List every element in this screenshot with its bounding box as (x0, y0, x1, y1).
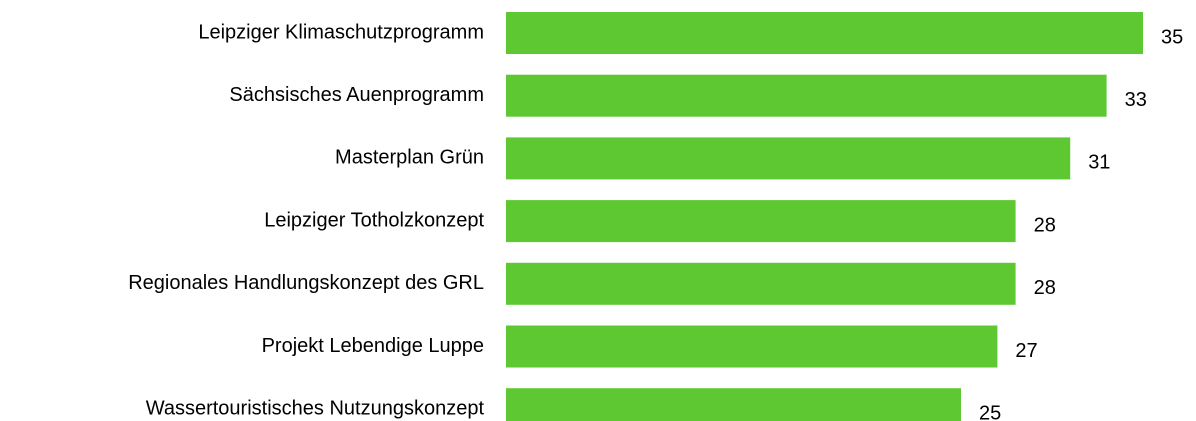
category-label: Leipziger Klimaschutzprogramm (198, 21, 484, 43)
value-label: 27 (1015, 340, 1037, 362)
category-label: Masterplan Grün (335, 147, 484, 169)
category-label: Leipziger Totholzkonzept (264, 209, 484, 231)
bar (506, 262, 1016, 305)
bar (506, 74, 1107, 117)
category-label: Projekt Lebendige Luppe (262, 335, 484, 357)
value-label: 31 (1088, 152, 1110, 174)
category-label: Sächsisches Auenprogramm (229, 84, 484, 106)
bar (506, 325, 998, 368)
value-label: 25 (979, 402, 1001, 421)
value-label: 33 (1125, 89, 1147, 111)
value-label: 35 (1161, 26, 1183, 48)
bar (506, 137, 1071, 180)
bar (506, 12, 1143, 54)
bar (506, 200, 1016, 243)
category-label: Wassertouristisches Nutzungskonzept (146, 397, 485, 419)
value-label: 28 (1034, 214, 1056, 236)
category-label: Regionales Handlungskonzept des GRL (128, 272, 484, 294)
value-label: 28 (1034, 277, 1056, 299)
bar (506, 388, 961, 421)
